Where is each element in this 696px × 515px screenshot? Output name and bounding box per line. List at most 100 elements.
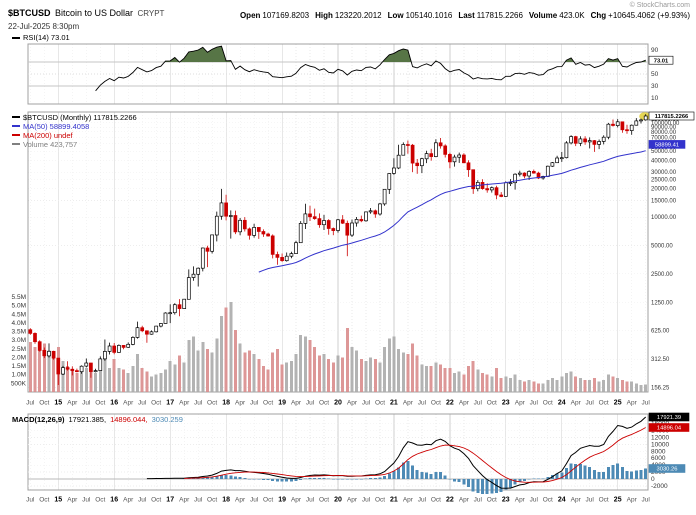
svg-text:Oct: Oct [207, 400, 217, 407]
svg-text:5.0M: 5.0M [12, 303, 26, 310]
svg-text:Apr: Apr [235, 497, 246, 504]
svg-text:80000.00: 80000.00 [651, 130, 677, 136]
svg-text:Oct: Oct [431, 497, 441, 504]
ma50-line [258, 150, 646, 273]
svg-text:Jul: Jul [306, 497, 315, 504]
svg-text:Apr: Apr [179, 497, 190, 504]
svg-text:Apr: Apr [347, 400, 358, 407]
svg-text:5.5M: 5.5M [12, 294, 26, 301]
svg-text:22: 22 [446, 400, 454, 407]
svg-text:15000.00: 15000.00 [651, 199, 677, 205]
rsi-line [95, 45, 646, 92]
svg-text:Apr: Apr [459, 497, 470, 504]
svg-text:Oct: Oct [599, 497, 609, 504]
svg-text:Jul: Jul [250, 400, 259, 407]
axis-labels: 9070503010110000.00100000.0090000.008000… [11, 47, 680, 490]
svg-text:100000.00: 100000.00 [651, 121, 680, 127]
svg-text:Jul: Jul [250, 497, 259, 504]
svg-text:50000.00: 50000.00 [651, 149, 677, 155]
svg-text:Jul: Jul [642, 497, 651, 504]
svg-text:20: 20 [334, 400, 342, 407]
rsi-legend-swatch [12, 37, 20, 39]
svg-text:19: 19 [278, 400, 286, 407]
quote-label: Open [239, 11, 261, 20]
legend-swatch [12, 125, 20, 127]
x-axis-labels: Jul Jul Oct Oct 15 15 Apr Apr Jul Jul Oct Oct 16 16 Ap… [26, 400, 650, 504]
svg-text:30: 30 [651, 83, 659, 90]
svg-text:8000: 8000 [651, 448, 666, 455]
quote-label: Last [458, 11, 475, 20]
svg-text:50: 50 [651, 71, 659, 78]
svg-text:24: 24 [558, 400, 566, 407]
svg-text:156.25: 156.25 [651, 386, 670, 392]
svg-text:90000.00: 90000.00 [651, 125, 677, 131]
svg-text:Oct: Oct [543, 497, 553, 504]
svg-text:5000.00: 5000.00 [651, 244, 673, 250]
svg-text:23: 23 [502, 400, 510, 407]
svg-text:1250.00: 1250.00 [651, 300, 673, 306]
svg-text:4.0M: 4.0M [12, 320, 26, 327]
macd-legend: MACD(12,26,9) 17921.385, 14896.044, 3030.25… [12, 415, 183, 424]
svg-text:Apr: Apr [179, 400, 190, 407]
quote-line: Open 107169.8203 High 123220.2012 Low 105140.… [234, 11, 690, 20]
svg-text:90: 90 [651, 47, 659, 54]
svg-text:17: 17 [166, 497, 174, 504]
svg-text:Jul: Jul [418, 400, 427, 407]
macd-panel [28, 416, 648, 495]
svg-text:22: 22 [446, 497, 454, 504]
svg-text:12000: 12000 [651, 435, 669, 442]
legend-swatch [12, 134, 20, 136]
svg-text:10: 10 [651, 95, 659, 102]
svg-text:15: 15 [54, 497, 62, 504]
svg-text:Jul: Jul [82, 400, 91, 407]
svg-text:Oct: Oct [487, 400, 497, 407]
svg-text:Apr: Apr [67, 400, 78, 407]
svg-text:Apr: Apr [123, 497, 134, 504]
quote-value: 117815.2266 [476, 11, 523, 20]
volume-bars [28, 302, 648, 392]
svg-text:25: 25 [614, 497, 622, 504]
svg-text:Oct: Oct [263, 400, 273, 407]
svg-text:Jul: Jul [474, 497, 483, 504]
rsi-overbought-fill [179, 46, 232, 62]
svg-text:Oct: Oct [39, 497, 49, 504]
quote-value: 423.0K [559, 11, 585, 20]
svg-text:Oct: Oct [95, 400, 105, 407]
svg-text:Oct: Oct [95, 497, 105, 504]
svg-text:3.5M: 3.5M [12, 329, 26, 336]
svg-text:Jul: Jul [474, 400, 483, 407]
svg-text:Oct: Oct [375, 497, 385, 504]
exchange-tag: CRYPT [137, 9, 165, 18]
svg-text:14896.04: 14896.04 [657, 426, 682, 432]
svg-text:24: 24 [558, 497, 566, 504]
svg-text:Apr: Apr [627, 497, 638, 504]
svg-text:Jul: Jul [530, 400, 539, 407]
svg-text:25000.00: 25000.00 [651, 178, 677, 184]
svg-text:21: 21 [390, 400, 398, 407]
svg-text:Jul: Jul [530, 497, 539, 504]
svg-text:10000.00: 10000.00 [651, 215, 677, 221]
svg-text:Volume 423,757: Volume 423,757 [23, 140, 77, 149]
svg-text:Oct: Oct [431, 400, 441, 407]
macd-line [146, 416, 647, 489]
svg-text:Oct: Oct [151, 497, 161, 504]
svg-text:70000.00: 70000.00 [651, 135, 677, 141]
symbol-description: Bitcoin to US Dollar [54, 8, 133, 18]
chart-datetime: 22-Jul-2025 8:30pm [8, 22, 80, 31]
svg-text:15: 15 [54, 400, 62, 407]
svg-text:Apr: Apr [291, 497, 302, 504]
svg-text:10000: 10000 [651, 441, 669, 448]
symbol-title-line: $BTCUSD Bitcoin to US Dollar CRYPT [8, 3, 164, 21]
svg-text:1.0M: 1.0M [12, 372, 26, 379]
svg-text:MA(200) undef: MA(200) undef [23, 131, 74, 140]
legends: RSI(14) 73.01 $BTCUSD (Monthly) 117815.22… [12, 33, 183, 424]
svg-text:Apr: Apr [571, 400, 582, 407]
svg-text:Oct: Oct [599, 400, 609, 407]
svg-text:3030.26: 3030.26 [657, 467, 678, 473]
copyright-link[interactable]: © StockCharts.com [629, 2, 690, 9]
svg-text:Oct: Oct [375, 400, 385, 407]
svg-text:$BTCUSD (Monthly) 117815.2266: $BTCUSD (Monthly) 117815.2266 [23, 113, 137, 122]
svg-text:1.5M: 1.5M [12, 363, 26, 370]
svg-text:117815.2266: 117815.2266 [655, 114, 689, 120]
